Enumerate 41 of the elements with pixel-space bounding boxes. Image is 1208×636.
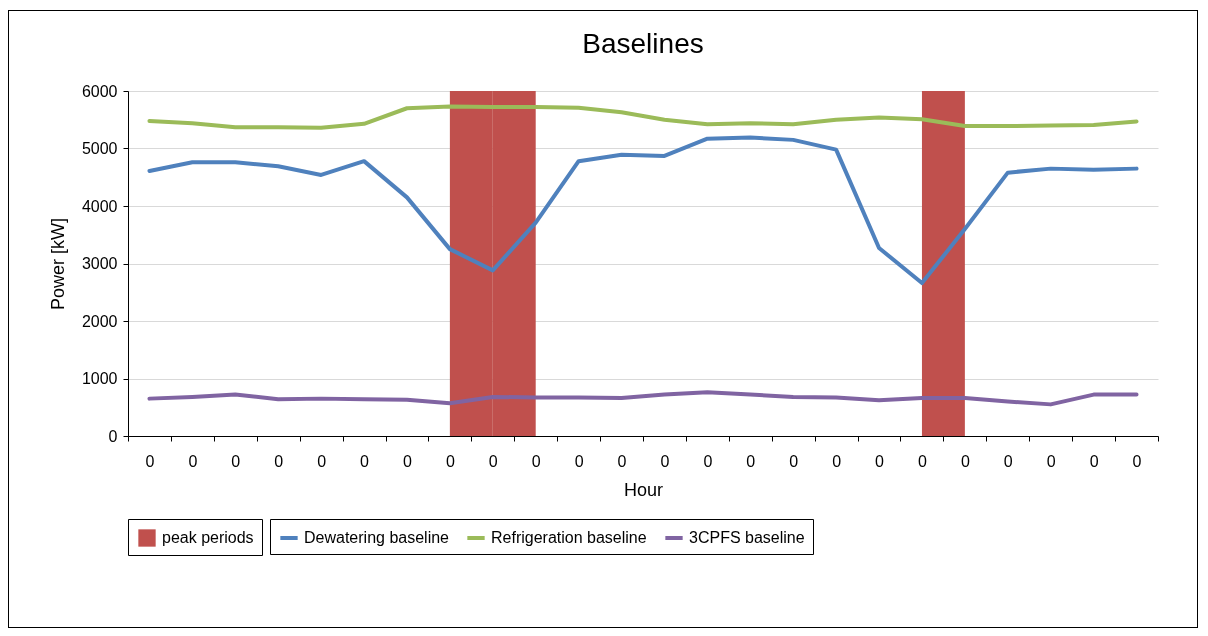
x-tick-label: 0 bbox=[918, 452, 928, 470]
x-tick-label: 0 bbox=[145, 452, 155, 470]
x-tick-label: 0 bbox=[1089, 452, 1099, 470]
line-series bbox=[147, 135, 1139, 286]
y-tick-label: 4000 bbox=[81, 197, 118, 215]
y-tick-label: 2000 bbox=[81, 312, 118, 330]
x-tick-label: 0 bbox=[360, 452, 370, 470]
y-tick-label: 6000 bbox=[81, 82, 118, 100]
y-tick-label: 5000 bbox=[81, 140, 118, 157]
y-tick-label: 3000 bbox=[81, 255, 118, 272]
chart-title: Baselines bbox=[582, 28, 704, 59]
y-axis-title: Power [kW] bbox=[47, 217, 68, 311]
x-tick-label: 0 bbox=[875, 452, 885, 470]
x-tick-label: 0 bbox=[703, 452, 713, 470]
x-tick-label: 0 bbox=[660, 452, 670, 470]
x-tick-label: 0 bbox=[617, 452, 627, 470]
x-tick-label: 0 bbox=[1132, 452, 1142, 470]
x-tick-label: 0 bbox=[1046, 452, 1056, 470]
x-tick-label: 0 bbox=[317, 452, 327, 470]
y-tick-label: 1000 bbox=[81, 370, 118, 387]
x-tick-label: 0 bbox=[960, 452, 970, 470]
x-tick-label: 0 bbox=[531, 452, 541, 470]
y-tick-label: 0 bbox=[108, 427, 118, 445]
x-tick-label: 0 bbox=[445, 452, 455, 470]
x-tick-label: 0 bbox=[274, 452, 284, 470]
x-tick-label: 0 bbox=[1003, 452, 1013, 470]
legend-label: Refrigeration baseline bbox=[491, 529, 647, 546]
x-tick-label: 0 bbox=[746, 452, 756, 470]
x-tick-label: 0 bbox=[231, 452, 241, 470]
x-tick-label: 0 bbox=[188, 452, 198, 470]
line-series bbox=[147, 104, 1139, 130]
x-tick-label: 0 bbox=[789, 452, 799, 470]
x-tick-label: 0 bbox=[403, 452, 413, 470]
x-axis-title: Hour bbox=[623, 479, 664, 500]
x-tick-label: 0 bbox=[488, 452, 498, 470]
legend-label: peak periods bbox=[162, 529, 254, 546]
line-series bbox=[147, 390, 1139, 407]
x-tick-label: 0 bbox=[574, 452, 584, 470]
legend-label: 3CPFS baseline bbox=[689, 529, 805, 546]
legend-label: Dewatering baseline bbox=[304, 529, 450, 546]
x-tick-label: 0 bbox=[832, 452, 842, 470]
